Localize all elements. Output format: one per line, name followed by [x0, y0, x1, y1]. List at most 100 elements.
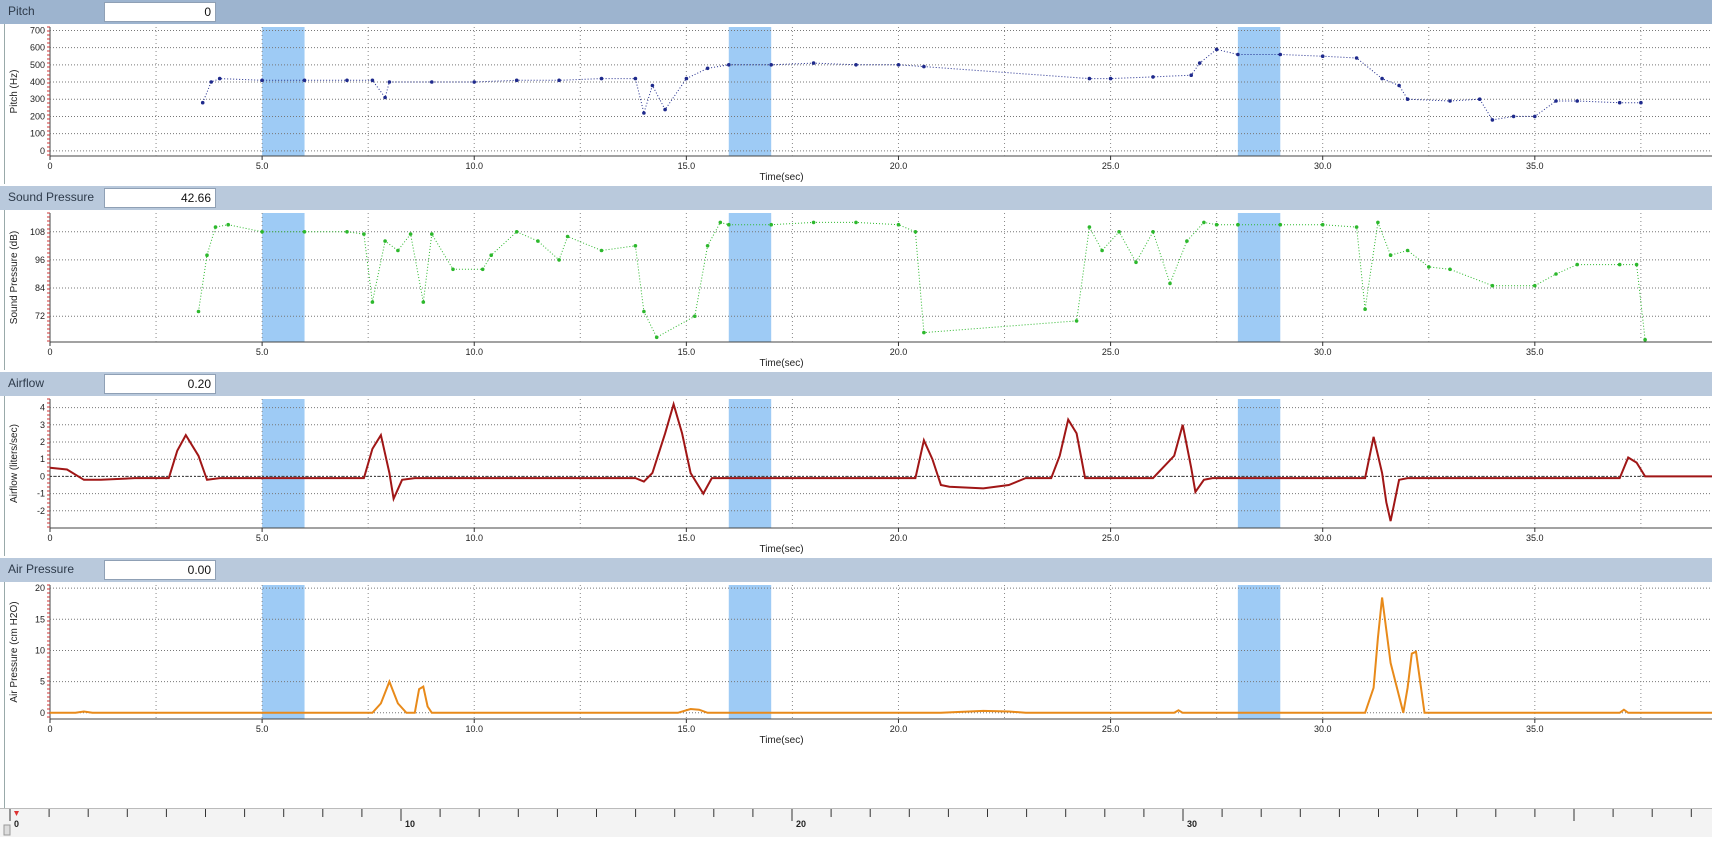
data-point [1151, 230, 1155, 234]
sound-pressure-header: Sound Pressure 42.66 [0, 186, 1712, 210]
data-point [922, 330, 926, 335]
air-pressure-value-field[interactable]: 0.00 [104, 560, 216, 580]
data-point [1490, 118, 1495, 122]
data-point [727, 63, 731, 67]
airflow-chart: -2 -1 0 1 2 3 4 0 5.0 10.0 15.0 20.0 25.0 30.0 35.0 Tim… [9, 398, 1712, 555]
data-point [1448, 267, 1452, 272]
data-point [1363, 307, 1367, 311]
airflow-plot-area: -2 -1 0 1 2 3 4 0 5.0 10.0 15.0 20.0 25.0 30.0 35.0 Tim… [4, 396, 1712, 556]
x-tick-label: 5.0 [256, 533, 269, 543]
data-point [642, 111, 646, 115]
data-point [565, 234, 570, 239]
x-tick-label: 35.0 [1526, 161, 1544, 171]
pitch-plot-area: 0 100 200 300 400 500 600 700 0 5.0 10.0 15.0 20.0 25… [4, 24, 1712, 184]
x-tick-label: 30.0 [1314, 161, 1332, 171]
data-point [408, 232, 413, 236]
highlight-band-1 [728, 585, 772, 719]
x-axis-label: Time(sec) [759, 735, 803, 746]
pitch-panel: Pitch 0 0 100 200 300 400 500 600 700 0 5.0 10.0 15… [0, 0, 1712, 184]
highlight-band-2 [1237, 585, 1281, 719]
data-point [1278, 222, 1283, 227]
x-tick-label: 30.0 [1314, 347, 1332, 357]
data-point [362, 232, 366, 236]
data-point [727, 222, 731, 227]
data-point [1087, 76, 1092, 81]
data-point [1643, 337, 1647, 342]
time-ruler[interactable]: 0 10 20 30 [0, 808, 1712, 837]
air-pressure-plot-area: 0 5 10 15 20 0 5.0 10.0 15.0 20.0 25.0 30.0 35.0 Time… [4, 582, 1712, 808]
data-point [1477, 97, 1482, 101]
data-point [1554, 272, 1558, 276]
data-point [387, 80, 392, 84]
airflow-header: Airflow 0.20 [0, 372, 1712, 396]
pitch-value-field[interactable]: 0 [104, 2, 216, 22]
y-tick-label: 15 [35, 614, 45, 624]
x-tick-label: 0 [47, 161, 52, 171]
data-point [1108, 76, 1113, 81]
sound-pressure-value-field[interactable]: 42.66 [104, 188, 216, 208]
data-point [1100, 248, 1104, 253]
highlight-band-0 [262, 585, 305, 719]
y-axis-label: Airflow (liters/sec) [9, 424, 20, 503]
data-point [302, 230, 307, 234]
y-tick-label: 72 [35, 311, 45, 321]
data-point [1074, 319, 1079, 323]
data-point [1448, 99, 1452, 103]
data-point [345, 230, 349, 234]
playhead-marker-icon[interactable] [14, 811, 19, 816]
x-tick-label: 25.0 [1102, 347, 1120, 357]
series-trace [202, 48, 1641, 121]
x-tick-label: 20.0 [890, 161, 908, 171]
x-tick-label: 5.0 [256, 161, 269, 171]
data-point [718, 220, 723, 225]
airflow-value-field[interactable]: 0.20 [104, 374, 216, 394]
y-tick-label: 400 [30, 77, 45, 87]
x-tick-label: 35.0 [1526, 533, 1544, 543]
data-point [370, 300, 375, 304]
air-pressure-panel: Air Pressure 0.00 0 5 10 15 20 0 5.0 10.0 15.0 20… [0, 558, 1712, 808]
x-tick-label: 5.0 [256, 724, 269, 734]
y-tick-label: 10 [35, 645, 45, 655]
data-point [896, 222, 901, 227]
y-tick-label: 108 [30, 227, 45, 237]
data-point [1320, 222, 1325, 227]
data-point [650, 83, 655, 88]
air-pressure-header: Air Pressure 0.00 [0, 558, 1712, 582]
data-point [1634, 262, 1639, 267]
highlight-band-1 [728, 27, 772, 156]
ruler-label: 30 [1187, 819, 1197, 829]
y-tick-label: 500 [30, 60, 45, 70]
data-point [489, 253, 494, 257]
data-point [633, 76, 638, 81]
y-tick-label: 84 [35, 283, 45, 293]
data-point [1427, 265, 1431, 269]
x-tick-label: 10.0 [465, 533, 483, 543]
x-tick-label: 0 [47, 533, 52, 543]
data-point [345, 78, 349, 83]
x-tick-label: 30.0 [1314, 533, 1332, 543]
data-point [1533, 283, 1537, 288]
data-point [260, 230, 264, 234]
x-tick-label: 20.0 [890, 347, 908, 357]
y-tick-label: 600 [30, 43, 45, 53]
data-point [217, 76, 222, 81]
x-tick-label: 35.0 [1526, 724, 1544, 734]
air-pressure-title: Air Pressure [8, 562, 75, 576]
data-point [205, 253, 209, 257]
pitch-chart: 0 100 200 300 400 500 600 700 0 5.0 10.0 15.0 20.0 25… [9, 25, 1712, 183]
x-tick-label: 0 [47, 347, 52, 357]
data-point [1214, 222, 1219, 227]
data-point [1617, 262, 1622, 267]
scroll-left-icon[interactable] [3, 824, 11, 836]
data-point [1236, 52, 1240, 57]
x-tick-label: 15.0 [678, 724, 696, 734]
air-pressure-chart: 0 5 10 15 20 0 5.0 10.0 15.0 20.0 25.0 30.0 35.0 Time… [9, 583, 1712, 746]
data-point [514, 230, 519, 234]
x-axis-label: Time(sec) [759, 544, 803, 555]
data-point [599, 76, 604, 81]
data-point [854, 63, 858, 67]
data-point [1490, 283, 1495, 288]
data-point [1087, 225, 1092, 229]
highlight-band-2 [1237, 213, 1281, 342]
x-tick-label: 15.0 [678, 347, 696, 357]
